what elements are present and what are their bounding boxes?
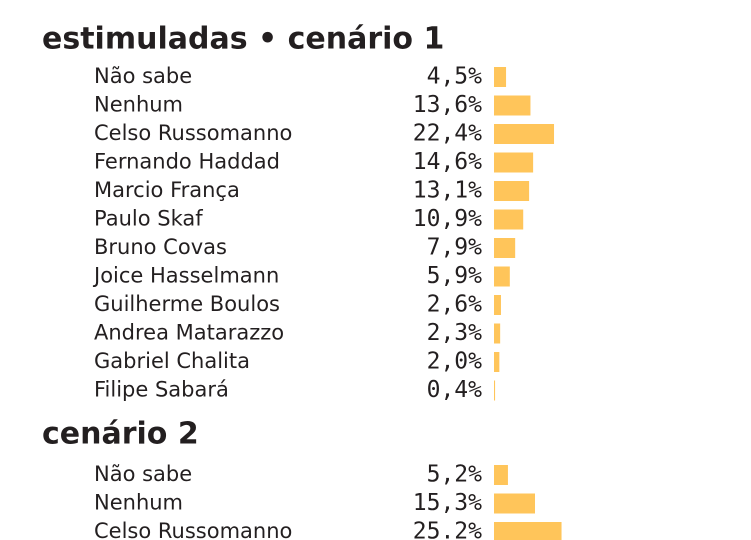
value-label: 5,9%	[427, 263, 483, 289]
value-label: 2,0%	[427, 349, 483, 375]
row-label: Paulo Skaf	[94, 207, 203, 231]
value-label: 7,9%	[427, 235, 483, 261]
row-label: Fernando Haddad	[94, 150, 280, 174]
value-label: 14,6%	[413, 149, 482, 175]
value-label: 13,6%	[413, 92, 482, 118]
row-label: Andrea Matarazzo	[94, 321, 284, 345]
bar	[494, 352, 500, 372]
bar	[494, 238, 516, 258]
bar	[494, 323, 501, 344]
row-label: Celso Russomanno	[94, 121, 292, 145]
value-label: 25.2%	[413, 519, 482, 540]
bar	[494, 67, 507, 87]
bar	[494, 152, 534, 173]
row-label: Filipe Sabará	[94, 378, 229, 402]
row-label: Não sabe	[94, 64, 192, 88]
value-label: 0,4%	[427, 377, 483, 403]
row-label: Nenhum	[94, 93, 183, 117]
bar	[494, 380, 496, 401]
row-label: Gabriel Chalita	[94, 349, 250, 373]
value-label: 15,3%	[413, 490, 482, 516]
bar	[494, 465, 508, 485]
bar	[494, 209, 524, 230]
value-label: 5,2%	[427, 462, 483, 488]
bar	[494, 266, 510, 287]
section-title: cenário 2	[42, 417, 199, 452]
bar	[494, 95, 531, 116]
value-label: 22,4%	[413, 121, 482, 147]
value-label: 10,9%	[413, 206, 482, 232]
row-label: Celso Russomanno	[94, 519, 292, 540]
row-label: Guilherme Boulos	[94, 292, 280, 316]
value-label: 4,5%	[427, 64, 483, 90]
bar	[494, 181, 530, 201]
row-label: Joice Hasselmann	[92, 264, 279, 288]
value-label: 13,1%	[413, 178, 482, 204]
bar	[494, 295, 501, 315]
row-label: Bruno Covas	[94, 235, 227, 259]
bar	[494, 522, 562, 540]
value-label: 2,3%	[427, 320, 483, 346]
bar	[494, 124, 555, 144]
bar	[494, 493, 536, 514]
value-label: 2,6%	[427, 292, 483, 318]
row-label: Não sabe	[94, 462, 192, 486]
row-label: Nenhum	[94, 491, 183, 515]
section-title: estimuladas • cenário 1	[42, 22, 444, 57]
row-label: Marcio França	[94, 178, 240, 202]
